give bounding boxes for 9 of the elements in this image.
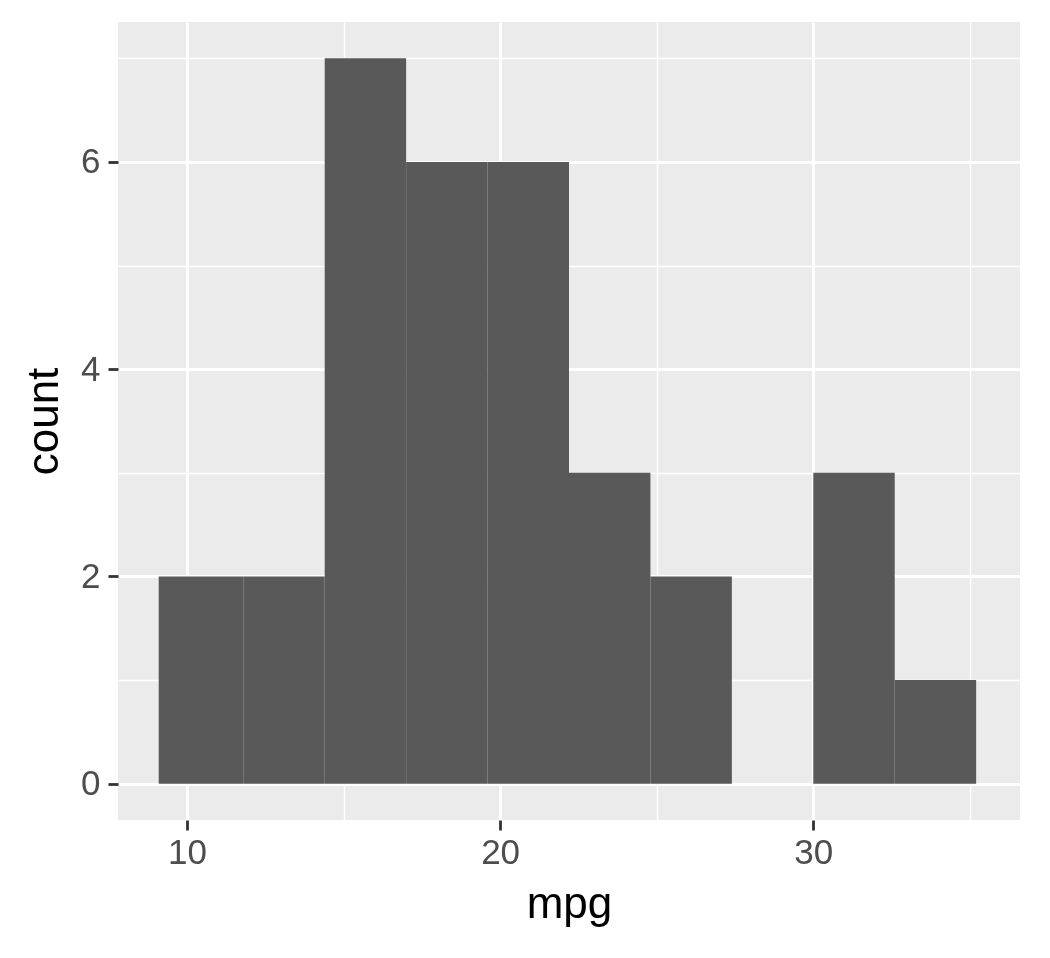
x-axis-title: mpg <box>526 877 613 927</box>
x-tick-label: 30 <box>794 831 834 871</box>
y-tick-label: 2 <box>81 555 101 595</box>
y-tick-label: 6 <box>81 141 101 181</box>
x-tick-label: 10 <box>167 831 207 871</box>
x-tick-label: 20 <box>481 831 521 871</box>
y-tick-label: 4 <box>81 348 101 388</box>
y-axis-title: count <box>18 367 68 476</box>
y-tick-label: 0 <box>81 763 101 803</box>
